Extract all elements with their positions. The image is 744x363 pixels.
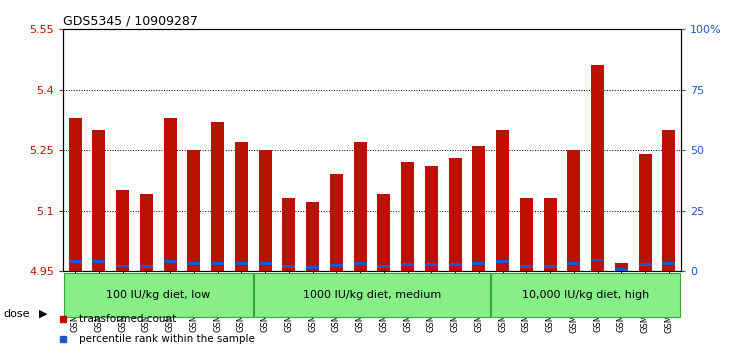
Bar bbox=[591, 258, 604, 261]
Text: percentile rank within the sample: percentile rank within the sample bbox=[79, 334, 254, 344]
Bar bbox=[353, 262, 367, 265]
Text: ▶: ▶ bbox=[39, 309, 47, 319]
Text: transformed count: transformed count bbox=[79, 314, 176, 325]
Bar bbox=[449, 263, 462, 266]
Bar bbox=[116, 190, 129, 271]
Bar bbox=[187, 150, 200, 271]
Bar bbox=[425, 166, 438, 271]
Bar bbox=[306, 203, 319, 271]
Bar bbox=[68, 260, 82, 262]
Text: GDS5345 / 10909287: GDS5345 / 10909287 bbox=[63, 15, 198, 28]
Bar bbox=[568, 262, 580, 265]
Bar bbox=[92, 130, 106, 271]
FancyBboxPatch shape bbox=[491, 273, 680, 317]
Bar bbox=[235, 262, 248, 265]
Bar bbox=[282, 199, 295, 271]
Bar bbox=[401, 263, 414, 266]
Bar bbox=[615, 263, 628, 271]
Text: 100 IU/kg diet, low: 100 IU/kg diet, low bbox=[106, 290, 211, 300]
Bar bbox=[235, 142, 248, 271]
Bar bbox=[211, 262, 224, 265]
Bar bbox=[259, 262, 272, 265]
Bar bbox=[140, 195, 153, 271]
Bar bbox=[520, 265, 533, 268]
Bar bbox=[568, 150, 580, 271]
Bar bbox=[282, 265, 295, 268]
Bar bbox=[68, 118, 82, 271]
Bar bbox=[164, 260, 176, 263]
Bar bbox=[259, 150, 272, 271]
Bar bbox=[520, 199, 533, 271]
Bar bbox=[591, 65, 604, 271]
Bar bbox=[353, 142, 367, 271]
Bar bbox=[544, 265, 557, 268]
Bar bbox=[662, 130, 676, 271]
Bar bbox=[449, 158, 462, 271]
Bar bbox=[377, 195, 391, 271]
Bar bbox=[306, 266, 319, 269]
Text: 1000 IU/kg diet, medium: 1000 IU/kg diet, medium bbox=[303, 290, 441, 300]
Bar bbox=[330, 264, 343, 266]
Bar bbox=[472, 146, 485, 271]
Bar bbox=[211, 122, 224, 271]
Text: dose: dose bbox=[4, 309, 31, 319]
Bar bbox=[187, 262, 200, 265]
Bar bbox=[92, 260, 106, 263]
Text: 10,000 IU/kg diet, high: 10,000 IU/kg diet, high bbox=[522, 290, 650, 300]
Bar bbox=[140, 265, 153, 268]
FancyBboxPatch shape bbox=[64, 273, 253, 317]
Bar bbox=[425, 263, 438, 266]
Bar bbox=[615, 268, 628, 271]
Bar bbox=[472, 262, 485, 265]
Bar bbox=[496, 130, 509, 271]
Bar bbox=[401, 162, 414, 271]
Bar bbox=[496, 260, 509, 263]
FancyBboxPatch shape bbox=[254, 273, 490, 317]
Bar bbox=[116, 265, 129, 268]
Bar bbox=[377, 265, 391, 268]
Bar bbox=[164, 118, 176, 271]
Bar bbox=[638, 263, 652, 266]
Bar bbox=[544, 199, 557, 271]
Bar bbox=[330, 174, 343, 271]
Bar bbox=[638, 154, 652, 271]
Bar bbox=[662, 262, 676, 265]
